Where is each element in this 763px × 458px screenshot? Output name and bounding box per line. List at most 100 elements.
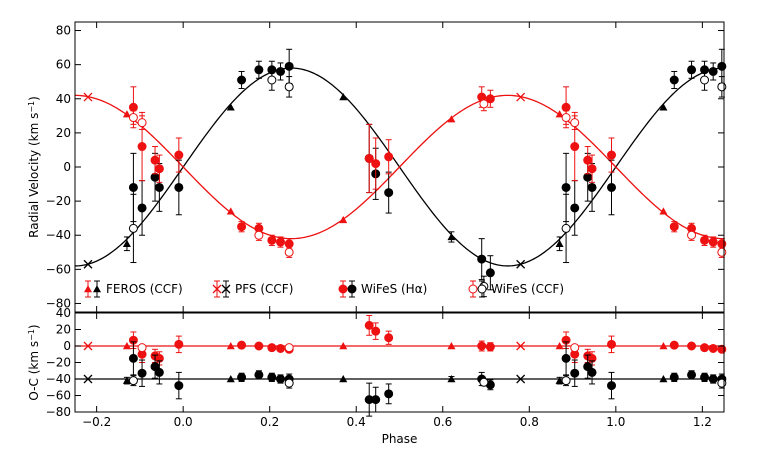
wifes-ha-primary-point xyxy=(717,61,727,71)
wifes-ha-secondary-point xyxy=(237,222,247,232)
o-c-feros-primary-point xyxy=(555,376,564,384)
o-c-secondary-point xyxy=(237,340,247,350)
o-c-primary-point xyxy=(561,353,571,363)
o-c-open-point xyxy=(479,377,489,387)
wifes-ha-secondary-point xyxy=(154,164,164,174)
wifes-ha-secondary-point xyxy=(128,102,138,112)
y-tick-label: 0 xyxy=(63,339,71,353)
y-tick-label: −60 xyxy=(46,389,71,403)
wifes-ha-primary-point xyxy=(669,75,679,85)
o-c-open-point xyxy=(128,376,138,386)
o-c-secondary-point xyxy=(669,340,679,350)
feros-secondary-point xyxy=(339,215,348,224)
x-tick-label: 0.8 xyxy=(520,415,539,429)
o-c-feros-point xyxy=(447,342,456,350)
wifes-ccf-primary-point xyxy=(267,75,277,85)
pfs-primary-point xyxy=(516,259,526,269)
o-c-feros-primary-point xyxy=(659,375,668,383)
y-tick-label: −20 xyxy=(46,194,71,208)
legend-item: PFS (CCF) xyxy=(212,280,293,298)
wifes-ha-secondary-point xyxy=(276,237,286,247)
wifes-ccf-secondary-point xyxy=(687,230,697,240)
wifes-ha-primary-point xyxy=(154,182,164,192)
wifes-ccf-secondary-point xyxy=(479,99,489,109)
top-panel: FEROS (CCF) PFS (CCF) WiFeS (Hα) WiFeS (CCF… xyxy=(27,21,727,313)
bottom-y-ticks: −80 −60 −40 −20 0 20 40 xyxy=(46,306,724,419)
o-c-primary-point xyxy=(174,381,184,391)
o-c-primary-point xyxy=(128,353,138,363)
wifes-ha-secondary-point xyxy=(561,102,571,112)
wifes-ha-secondary-point xyxy=(708,237,718,247)
x-tick-label: 0.0 xyxy=(174,415,193,429)
wifes-ha-primary-point xyxy=(237,75,247,85)
o-c-secondary-point xyxy=(254,341,264,351)
pfs-secondary-point xyxy=(516,92,526,102)
bottom-x-ticks: −0.2 0.0 0.2 0.4 0.6 0.8 1.0 1.2 xyxy=(82,313,712,429)
o-c-primary-point xyxy=(587,367,597,377)
x-tick-label: 1.2 xyxy=(693,415,712,429)
pfs-secondary-point xyxy=(83,92,93,102)
y-tick-label: −60 xyxy=(46,262,71,276)
wifes-ha-primary-point xyxy=(254,65,264,75)
legend-marker xyxy=(477,284,487,294)
o-c-secondary-point xyxy=(700,343,710,353)
legend-marker xyxy=(468,284,478,294)
wifes-ha-secondary-point xyxy=(717,239,727,249)
o-c-primary-point xyxy=(570,368,580,378)
wifes-ha-primary-point xyxy=(687,65,697,75)
wifes-ha-secondary-point xyxy=(174,150,184,160)
wifes-ha-secondary-point xyxy=(485,94,495,104)
legend-marker xyxy=(338,284,348,294)
o-c-secondary-point xyxy=(687,341,697,351)
wifes-ha-secondary-point xyxy=(384,152,394,162)
y-tick-label: −40 xyxy=(46,372,71,386)
wifes-ha-secondary-point xyxy=(284,239,294,249)
o-c-secondary-point xyxy=(276,343,286,353)
o-c-primary-point xyxy=(687,370,697,380)
wifes-ha-secondary-point xyxy=(267,235,277,245)
legend-label: FEROS (CCF) xyxy=(106,282,183,296)
o-c-primary-point xyxy=(384,389,394,399)
x-tick-label: 0.6 xyxy=(433,415,452,429)
o-c-primary-point xyxy=(276,374,286,384)
wifes-ha-primary-point xyxy=(607,182,617,192)
o-c-pfs-point xyxy=(516,341,526,351)
y-tick-label: 20 xyxy=(56,323,71,337)
wifes-ccf-secondary-point xyxy=(561,113,571,123)
o-c-open-secondary-point xyxy=(137,343,147,353)
wifes-ha-primary-point xyxy=(128,182,138,192)
legend: FEROS (CCF) PFS (CCF) WiFeS (Hα) WiFeS (CCF… xyxy=(84,280,564,298)
x-tick-label: 0.2 xyxy=(260,415,279,429)
o-c-feros-primary-point xyxy=(226,375,235,383)
wifes-ha-primary-point xyxy=(150,172,160,182)
legend-marker xyxy=(212,284,222,294)
wifes-ha-primary-point xyxy=(583,172,593,182)
o-c-open-point xyxy=(717,378,727,388)
y-tick-label: −80 xyxy=(46,405,71,419)
wifes-ccf-primary-point xyxy=(700,75,710,85)
feros-secondary-point xyxy=(555,110,564,118)
wifes-ccf-secondary-point xyxy=(284,247,294,257)
legend-item: FEROS (CCF) xyxy=(84,280,183,298)
wifes-ha-secondary-point xyxy=(570,142,580,152)
o-c-secondary-point xyxy=(364,320,374,330)
wifes-ha-primary-point xyxy=(384,188,394,198)
wifes-ha-primary-point xyxy=(561,182,571,192)
o-c-feros-point xyxy=(226,342,235,350)
o-c-secondary-point xyxy=(267,343,277,353)
y-tick-label: 80 xyxy=(56,24,71,38)
o-c-primary-point xyxy=(137,368,147,378)
wifes-ccf-primary-point xyxy=(561,223,571,233)
x-tick-label: 1.0 xyxy=(606,415,625,429)
wifes-ha-secondary-point xyxy=(150,155,160,165)
wifes-ha-primary-point xyxy=(485,268,495,278)
feros-primary-point xyxy=(339,93,348,101)
o-c-primary-point xyxy=(607,381,617,391)
wifes-ha-secondary-point xyxy=(587,164,597,174)
y-tick-label: 40 xyxy=(56,306,71,320)
o-c-open-point xyxy=(284,378,294,388)
o-c-primary-point xyxy=(708,374,718,384)
legend-marker xyxy=(84,285,92,293)
wifes-ha-primary-point xyxy=(477,254,487,264)
